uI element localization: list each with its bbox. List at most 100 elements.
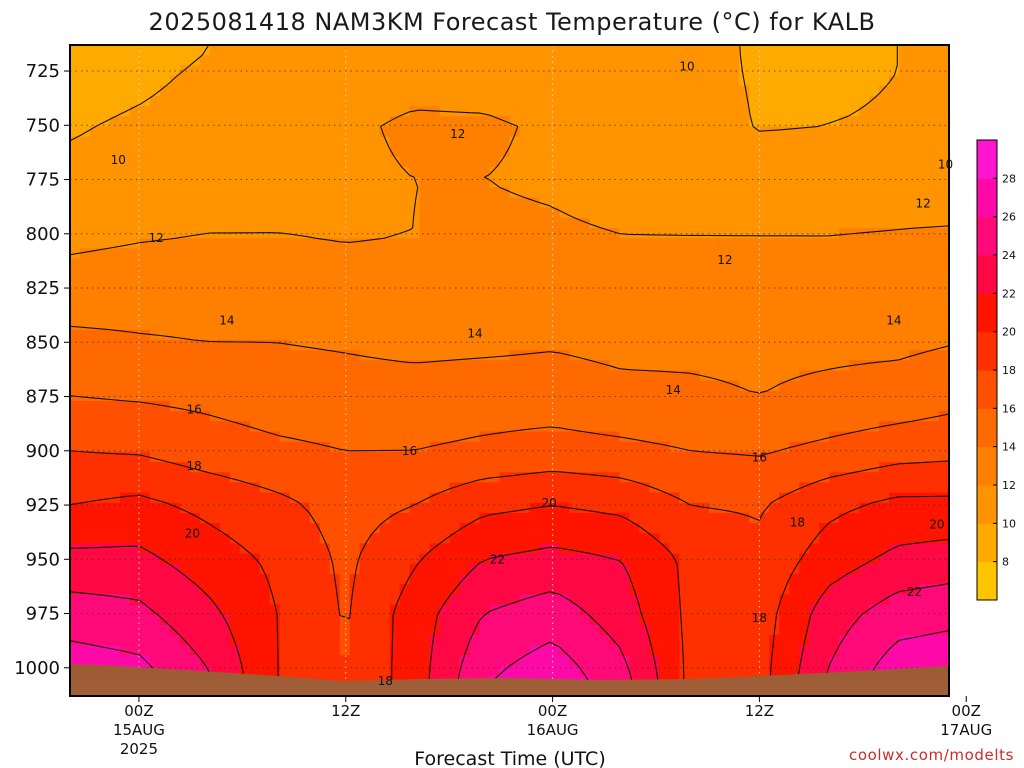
temperature-cell: [679, 563, 690, 575]
temperature-cell: [819, 482, 830, 494]
temperature-cell: [869, 156, 880, 168]
temperature-cell: [70, 563, 81, 575]
temperature-cell: [589, 55, 600, 66]
temperature-cell: [139, 431, 151, 443]
temperature-cell: [559, 167, 571, 178]
temperature-cell: [359, 116, 371, 127]
temperature-cell: [649, 380, 660, 392]
temperature-cell: [929, 106, 940, 117]
temperature-cell: [849, 207, 860, 219]
temperature-cell: [119, 329, 131, 341]
temperature-cell: [329, 502, 341, 514]
temperature-cell: [219, 451, 231, 463]
temperature-cell: [229, 380, 241, 392]
temperature-cell: [729, 146, 740, 158]
temperature-cell: [169, 187, 181, 199]
temperature-cell: [849, 441, 860, 453]
temperature-cell: [129, 319, 141, 331]
temperature-cell: [249, 299, 261, 311]
temperature-cell: [279, 268, 291, 280]
temperature-cell: [909, 146, 920, 158]
temperature-cell: [799, 502, 810, 514]
temperature-cell: [589, 401, 600, 412]
temperature-cell: [599, 45, 610, 56]
temperature-cell: [449, 55, 461, 66]
temperature-cell: [839, 95, 850, 107]
temperature-cell: [599, 217, 610, 229]
temperature-cell: [699, 594, 710, 606]
temperature-cell: [649, 390, 660, 402]
temperature-cell: [139, 55, 151, 66]
temperature-cell: [789, 604, 800, 616]
temperature-cell: [689, 207, 700, 219]
temperature-cell: [299, 268, 311, 280]
temperature-cell: [689, 380, 700, 392]
temperature-cell: [209, 106, 221, 117]
temperature-cell: [249, 146, 261, 158]
temperature-cell: [459, 472, 471, 483]
temperature-cell: [99, 278, 111, 290]
temperature-cell: [239, 594, 251, 606]
temperature-cell: [599, 116, 610, 127]
temperature-cell: [189, 563, 201, 575]
temperature-cell: [119, 370, 131, 382]
temperature-cell: [799, 258, 810, 270]
temperature-cell: [759, 360, 770, 372]
temperature-cell: [819, 502, 830, 514]
temperature-cell: [609, 95, 620, 107]
temperature-cell: [839, 573, 850, 585]
temperature-cell: [269, 380, 281, 392]
temperature-cell: [539, 390, 551, 402]
temperature-cell: [99, 228, 111, 239]
temperature-cell: [409, 614, 421, 626]
temperature-cell: [359, 248, 371, 260]
temperature-cell: [419, 370, 431, 382]
temperature-cell: [759, 228, 770, 239]
temperature-cell: [359, 411, 371, 422]
temperature-cell: [779, 187, 790, 199]
temperature-cell: [459, 177, 471, 188]
temperature-cell: [199, 329, 211, 341]
temperature-cell: [429, 319, 441, 331]
temperature-cell: [209, 390, 221, 402]
temperature-cell: [219, 431, 231, 443]
temperature-cell: [559, 278, 571, 290]
temperature-cell: [709, 411, 720, 422]
temperature-cell: [609, 492, 620, 504]
temperature-cell: [829, 45, 840, 56]
temperature-cell: [259, 309, 271, 321]
temperature-cell: [409, 472, 421, 483]
temperature-cell: [859, 451, 870, 463]
temperature-cell: [689, 350, 700, 361]
temperature-cell: [339, 136, 351, 148]
temperature-cell: [239, 604, 251, 616]
temperature-cell: [889, 197, 900, 209]
temperature-cell: [829, 441, 840, 453]
temperature-cell: [279, 126, 291, 138]
temperature-cell: [669, 502, 680, 514]
temperature-cell: [779, 278, 790, 290]
temperature-cell: [229, 248, 241, 260]
temperature-cell: [499, 441, 511, 453]
temperature-cell: [539, 604, 551, 616]
temperature-cell: [419, 146, 431, 158]
temperature-cell: [749, 573, 760, 585]
temperature-cell: [119, 523, 131, 534]
temperature-cell: [689, 248, 700, 260]
temperature-cell: [709, 289, 720, 300]
temperature-cell: [919, 441, 930, 453]
temperature-cell: [369, 319, 381, 331]
temperature-cell: [509, 75, 521, 87]
temperature-cell: [849, 360, 860, 372]
temperature-cell: [529, 390, 541, 402]
temperature-cell: [679, 523, 690, 534]
temperature-cell: [219, 472, 231, 483]
temperature-cell: [909, 75, 920, 87]
temperature-cell: [269, 187, 281, 199]
temperature-cell: [199, 136, 211, 148]
temperature-cell: [299, 329, 311, 341]
temperature-cell: [699, 289, 710, 300]
temperature-cell: [739, 126, 750, 138]
temperature-cell: [489, 512, 501, 524]
temperature-cell: [499, 299, 511, 311]
